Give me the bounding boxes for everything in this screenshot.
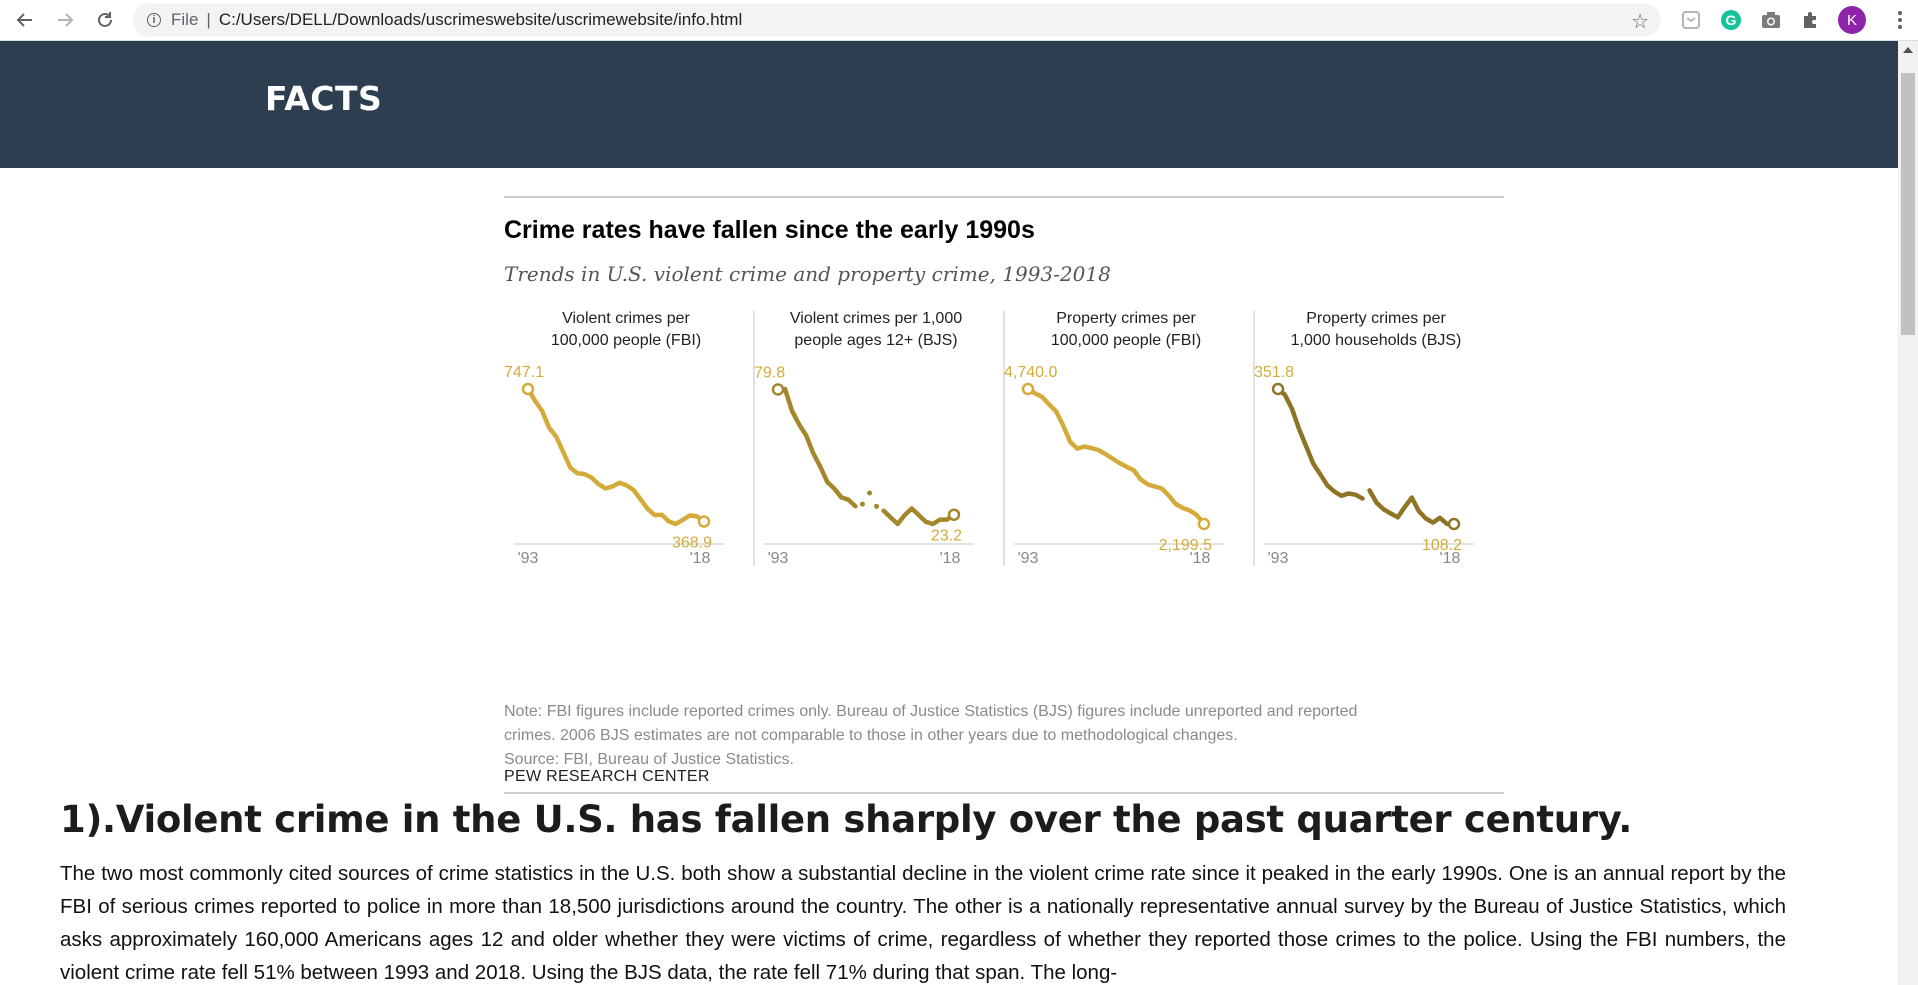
pew-credit: PEW RESEARCH CENTER [504,768,710,785]
article-paragraph: The two most commonly cited sources of c… [60,862,1786,984]
end-point-marker [697,515,711,528]
end-value-label: 2,199.5 [1159,537,1212,554]
start-point-marker [771,383,785,396]
url-separator: | [206,10,211,29]
start-point-marker [521,382,535,396]
chart-panel-4: Property crimes per 1,000 households (BJS… [1253,310,1474,567]
note-line-1: Note: FBI figures include reported crime… [504,703,1358,720]
extensions-puzzle-icon[interactable] [1798,7,1824,33]
end-value-label: 23.2 [931,528,962,545]
panel-title-line-2: people ages 12+ (BJS) [794,332,957,349]
note-line-2: crimes. 2006 BJS estimates are not compa… [504,727,1238,744]
figure-title: Crime rates have fallen since the early … [504,216,1035,244]
forward-button[interactable] [50,5,80,35]
x-tick-label-start: '93 [1268,550,1289,567]
panel-title-line-1: Violent crimes per 1,000 [790,310,962,327]
url-scheme: File [171,10,199,29]
x-tick-label-end: '18 [1190,550,1211,567]
arrow-left-icon [16,13,32,27]
crime-chart-figure: Crime rates have fallen since the early … [504,196,1504,794]
scrollbar-thumb[interactable] [1901,73,1915,335]
panel-title-line-1: Violent crimes per [562,310,690,327]
panel-title-line-2: 1,000 households (BJS) [1291,332,1462,349]
browser-menu-icon[interactable] [1890,7,1910,33]
figure-bottom-rule [504,792,1504,794]
address-bar[interactable]: i File | C:/Users/DELL/Downloads/uscrime… [133,3,1661,37]
page-header: FACTS [0,41,1898,168]
end-point-marker [1197,517,1211,531]
chart-panel-3: Property crimes per 100,000 people (FBI) '… [1003,310,1224,567]
x-tick-label-end: '18 [940,550,961,567]
dotted-point [859,501,865,507]
x-tick-label-start: '93 [768,550,789,567]
vertical-scrollbar[interactable] [1898,41,1918,985]
start-value-label: 79.8 [754,364,785,381]
start-value-label: 351.8 [1254,364,1294,381]
x-tick-label-start: '93 [518,550,539,567]
page-viewport: FACTS Crime rates have fallen since the … [0,41,1898,985]
profile-avatar[interactable]: K [1838,6,1866,34]
start-point-marker [1021,382,1035,396]
series-line [775,386,957,527]
article-heading: 1).Violent crime in the U.S. has fallen … [60,798,1632,841]
info-icon[interactable]: i [147,13,161,27]
dotted-point [874,503,880,509]
panel-title-line-2: 100,000 people (FBI) [1051,332,1201,349]
back-button[interactable] [10,5,40,35]
chart-panel-2: Violent crimes per 1,000 people ages 12+ … [753,310,974,567]
source-line: Source: FBI, Bureau of Justice Statistic… [504,751,794,768]
series-line [1025,386,1207,527]
panel-title-line-1: Property crimes per [1056,310,1196,327]
start-value-label: 4,740.0 [1004,364,1057,381]
figure-note: Note: FBI figures include reported crime… [504,700,1504,772]
x-tick-label-end: '18 [1440,550,1461,567]
panel-title-line-1: Property crimes per [1306,310,1446,327]
chart-panel-1: Violent crimes per 100,000 people (FBI) '9… [504,310,724,567]
url-text[interactable]: C:/Users/DELL/Downloads/uscrimeswebsite/… [218,10,743,29]
series-line [1275,386,1457,527]
browser-toolbar: i File | C:/Users/DELL/Downloads/uscrime… [0,0,1918,41]
page-title: FACTS [265,79,383,118]
reload-button[interactable] [90,5,120,35]
grammarly-icon[interactable]: G [1718,7,1744,33]
start-point-marker [1271,382,1285,396]
end-point-marker [1447,517,1461,531]
x-tick-label-start: '93 [1018,550,1039,567]
arrow-right-icon [58,13,74,27]
end-value-label: 368.9 [672,534,712,551]
small-multiples-chart: Violent crimes per 100,000 people (FBI) '9… [504,310,1474,567]
start-value-label: 747.1 [504,364,544,381]
bookmark-star-icon[interactable]: ☆ [1631,11,1649,33]
end-point-marker [947,508,961,521]
scroll-up-arrow-icon[interactable] [1903,47,1913,53]
reader-extension-icon[interactable] [1678,7,1704,33]
series-line [525,386,707,527]
panel-title-line-2: 100,000 people (FBI) [551,332,701,349]
reload-icon [98,12,112,27]
dotted-point [867,490,873,496]
figure-top-rule [504,196,1504,198]
svg-text:G: G [1726,12,1737,28]
end-value-label: 108.2 [1422,537,1462,554]
x-tick-label-end: '18 [690,550,711,567]
camera-icon[interactable] [1758,7,1784,33]
figure-subtitle: Trends in U.S. violent crime and propert… [504,262,1111,286]
